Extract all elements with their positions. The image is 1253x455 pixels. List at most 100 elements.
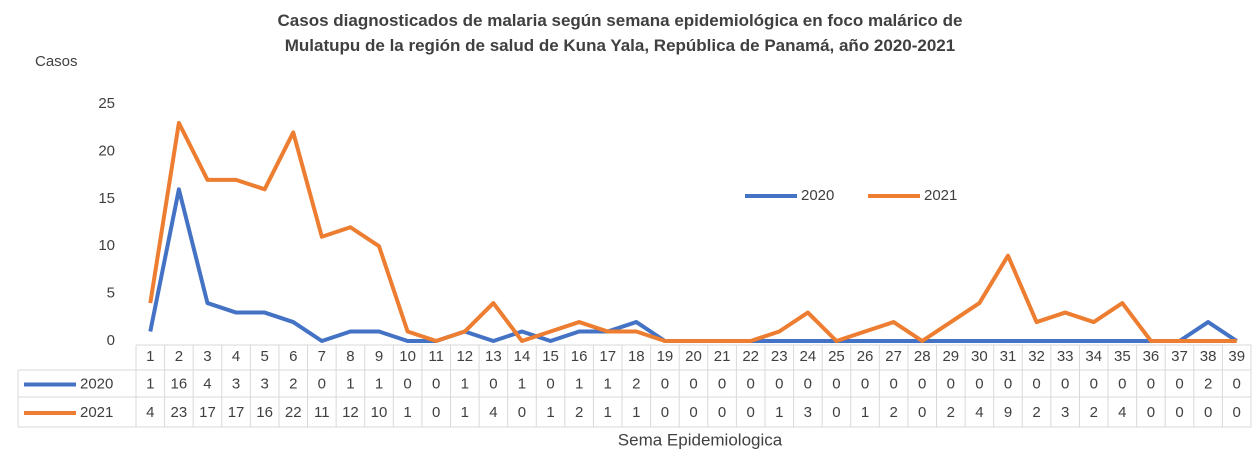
- x-tick-label: 12: [456, 348, 473, 365]
- y-tick-label: 25: [98, 95, 115, 112]
- x-tick-label: 11: [428, 348, 444, 365]
- x-axis-label: Sema Epidemiologica: [618, 430, 783, 449]
- x-tick-label: 22: [742, 348, 759, 365]
- x-tick-label: 26: [857, 348, 874, 365]
- table-value: 3: [232, 375, 240, 392]
- x-tick-label: 23: [771, 348, 788, 365]
- table-value: 1: [604, 404, 612, 421]
- x-tick-label: 9: [375, 348, 383, 365]
- table-value: 0: [1233, 375, 1241, 392]
- x-tick-label: 37: [1171, 348, 1188, 365]
- table-value: 1: [604, 375, 612, 392]
- x-tick-label: 17: [599, 348, 616, 365]
- x-tick-label: 34: [1085, 348, 1102, 365]
- table-value: 0: [918, 375, 926, 392]
- table-value: 0: [747, 404, 755, 421]
- x-tick-label: 24: [800, 348, 817, 365]
- legend-label: 2020: [801, 187, 834, 204]
- x-tick-label: 33: [1057, 348, 1074, 365]
- table-value: 12: [342, 404, 359, 421]
- x-tick-label: 3: [203, 348, 211, 365]
- x-tick-label: 36: [1143, 348, 1160, 365]
- table-value: 2: [1204, 375, 1212, 392]
- table-value: 0: [689, 404, 697, 421]
- x-tick-label: 19: [657, 348, 674, 365]
- table-value: 2: [947, 404, 955, 421]
- table-value: 0: [804, 375, 812, 392]
- table-value: 4: [975, 404, 983, 421]
- x-tick-label: 13: [485, 348, 502, 365]
- table-value: 0: [861, 375, 869, 392]
- x-tick-label: 18: [628, 348, 645, 365]
- table-value: 4: [203, 375, 211, 392]
- table-value: 10: [371, 404, 388, 421]
- x-tick-label: 27: [885, 348, 902, 365]
- x-tick-label: 30: [971, 348, 988, 365]
- table-value: 0: [889, 375, 897, 392]
- table-value: 4: [489, 404, 497, 421]
- table-value: 1: [346, 375, 354, 392]
- x-tick-label: 4: [232, 348, 240, 365]
- table-value: 2: [289, 375, 297, 392]
- table-value: 3: [1061, 404, 1069, 421]
- x-tick-label: 39: [1228, 348, 1245, 365]
- table-value: 1: [861, 404, 869, 421]
- table-value: 0: [1090, 375, 1098, 392]
- x-tick-label: 16: [571, 348, 588, 365]
- table-value: 0: [432, 404, 440, 421]
- table-value: 0: [718, 375, 726, 392]
- x-tick-label: 20: [685, 348, 702, 365]
- table-value: 0: [1147, 404, 1155, 421]
- x-tick-label: 29: [942, 348, 959, 365]
- table-value: 23: [171, 404, 188, 421]
- table-value: 1: [403, 404, 411, 421]
- table-value: 0: [718, 404, 726, 421]
- table-value: 0: [1204, 404, 1212, 421]
- table-value: 1: [775, 404, 783, 421]
- y-tick-label: 10: [98, 237, 115, 254]
- x-tick-label: 38: [1200, 348, 1217, 365]
- table-value: 0: [1004, 375, 1012, 392]
- table-value: 0: [832, 375, 840, 392]
- table-value: 0: [747, 375, 755, 392]
- table-value: 0: [1147, 375, 1155, 392]
- table-value: 2: [1032, 404, 1040, 421]
- x-tick-label: 35: [1114, 348, 1131, 365]
- table-value: 0: [1175, 375, 1183, 392]
- legend-label: 2021: [924, 187, 957, 204]
- y-axis-label: Casos: [35, 53, 78, 70]
- table-value: 0: [432, 375, 440, 392]
- table-value: 0: [1233, 404, 1241, 421]
- x-tick-label: 1: [146, 348, 154, 365]
- table-value: 16: [171, 375, 188, 392]
- table-value: 1: [575, 375, 583, 392]
- x-tick-label: 21: [714, 348, 731, 365]
- table-value: 11: [314, 404, 330, 421]
- table-value: 0: [518, 404, 526, 421]
- table-value: 1: [375, 375, 383, 392]
- table-value: 3: [804, 404, 812, 421]
- x-tick-label: 7: [318, 348, 326, 365]
- table-value: 2: [632, 375, 640, 392]
- x-tick-label: 8: [346, 348, 354, 365]
- table-value: 2: [889, 404, 897, 421]
- x-tick-label: 25: [828, 348, 845, 365]
- x-tick-label: 10: [399, 348, 416, 365]
- table-value: 0: [918, 404, 926, 421]
- x-tick-label: 6: [289, 348, 297, 365]
- table-value: 4: [146, 404, 154, 421]
- legend-label: 2020: [80, 375, 113, 392]
- table-value: 1: [518, 375, 526, 392]
- y-tick-label: 5: [107, 285, 115, 302]
- y-tick-label: 15: [98, 190, 115, 207]
- table-value: 22: [285, 404, 302, 421]
- table-value: 0: [975, 375, 983, 392]
- table-value: 0: [661, 375, 669, 392]
- x-tick-label: 32: [1028, 348, 1045, 365]
- table-value: 0: [1175, 404, 1183, 421]
- table-value: 16: [256, 404, 273, 421]
- table-value: 1: [461, 404, 469, 421]
- table-value: 1: [546, 404, 554, 421]
